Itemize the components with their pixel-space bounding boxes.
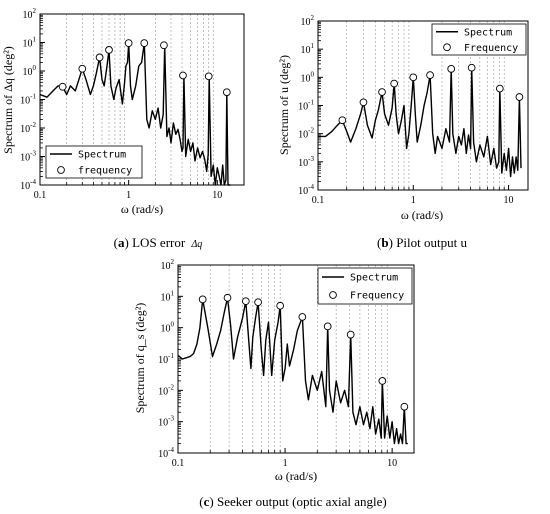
y-axis-label: Spectrum of q_s (deg²) — [133, 303, 147, 414]
x-tick-label: 0.1 — [172, 458, 185, 469]
y-tick-label: 101 — [301, 42, 315, 56]
y-tick-label: 10-2 — [298, 127, 314, 141]
x-axis-label: ω (rad/s) — [401, 208, 443, 222]
frequency-marker — [140, 39, 149, 47]
y-tick-label: 10-3 — [158, 415, 174, 429]
caption-a-symbol: Δq — [190, 239, 202, 250]
legend-label: Spectrum — [350, 273, 398, 284]
frequency-marker — [78, 64, 87, 73]
legend-marker-swatch — [57, 166, 65, 174]
legend-label: Frequency — [464, 43, 518, 54]
caption-b-text: Pilot output u — [396, 235, 467, 250]
caption-a-letter: a — [118, 235, 125, 250]
y-tick-label: 102 — [23, 7, 37, 21]
frequency-marker — [254, 298, 262, 307]
y-tick-label: 100 — [161, 321, 175, 335]
x-tick-label: 10 — [387, 458, 397, 469]
frequency-marker — [400, 402, 409, 411]
frequency-marker — [515, 93, 524, 101]
x-tick-label: 1 — [283, 458, 288, 469]
frequency-marker — [426, 71, 434, 79]
frequency-marker — [409, 73, 418, 82]
y-tick-label: 102 — [161, 258, 175, 272]
legend-label: Spectrum — [464, 27, 512, 38]
y-tick-label: 101 — [161, 289, 175, 303]
y-tick-label: 101 — [23, 36, 37, 50]
frequency-marker — [378, 377, 387, 385]
caption-c: (c) Seeker output (optic axial angle) — [199, 494, 386, 509]
caption-a: (a) LOS error Δq — [114, 235, 203, 250]
caption-a-text: LOS error — [132, 235, 188, 250]
frequency-marker — [447, 65, 456, 73]
x-axis-label: ω (rad/s) — [121, 202, 163, 216]
legend-box — [45, 145, 143, 179]
frequency-marker — [276, 301, 285, 310]
y-tick-label: 102 — [301, 14, 315, 28]
y-tick-label: 100 — [301, 70, 315, 84]
legend-label: Frequency — [350, 291, 404, 302]
spectrum-line — [177, 297, 408, 445]
frequency-marker — [378, 88, 386, 96]
y-tick-label: 10-1 — [158, 352, 174, 366]
y-tick-label: 10-4 — [20, 178, 36, 192]
y-axis-label: Spectrum of u (deg²) — [277, 55, 291, 155]
legend-label: frequency — [78, 166, 132, 177]
x-tick-label: 10 — [504, 195, 514, 206]
frequency-marker — [160, 41, 168, 50]
frequency-marker — [95, 53, 104, 62]
legend-marker-swatch — [329, 291, 337, 299]
legend-marker-swatch — [443, 43, 451, 52]
frequency-marker — [204, 72, 213, 81]
frequency-marker — [124, 39, 133, 47]
chart-panel-c: 0.1 1 10 10-4 10-3 10-2 10-1 100 101 102 Spectrum F… — [133, 258, 415, 483]
legend-label: Spectrum — [78, 150, 126, 161]
y-tick-label: 10-1 — [20, 93, 36, 107]
frequency-marker — [390, 79, 399, 88]
frequency-marker — [241, 297, 250, 306]
x-tick-label: 0.1 — [34, 190, 47, 201]
frequency-marker — [346, 330, 355, 339]
frequency-marker — [222, 88, 231, 97]
caption-c-text: Seeker output (optic axial angle) — [217, 494, 387, 509]
x-tick-label: 1 — [411, 195, 416, 206]
spectrum-line — [39, 42, 231, 186]
y-tick-label: 10-2 — [20, 121, 36, 135]
y-tick-label: 10-3 — [20, 150, 36, 164]
y-tick-label: 100 — [23, 64, 37, 78]
y-axis-label: Spectrum of Δq (deg²) — [1, 46, 15, 154]
frequency-marker — [179, 71, 187, 80]
frequency-marker — [338, 116, 347, 125]
frequency-marker — [495, 84, 504, 93]
x-tick-label: 0.1 — [312, 195, 325, 206]
frequency-marker — [198, 295, 207, 304]
frequency-marker — [359, 98, 368, 107]
x-axis-label: ω (rad/s) — [275, 469, 317, 483]
frequency-marker — [223, 293, 232, 302]
chart-panel-b: 0.1 1 10 10-4 10-3 10-2 10-1 100 101 102 Spectrum F… — [277, 14, 529, 222]
frequency-marker — [323, 322, 332, 331]
frequency-marker — [467, 63, 476, 72]
x-tick-label: 1 — [126, 190, 131, 201]
y-tick-label: 10-2 — [158, 383, 174, 397]
x-tick-label: 10 — [212, 190, 222, 201]
frequency-marker — [298, 313, 307, 321]
caption-b-letter: b — [381, 235, 388, 250]
caption-c-letter: c — [204, 494, 210, 509]
frequency-marker — [58, 82, 67, 91]
caption-b: (b) Pilot output u — [377, 235, 467, 250]
spectrum-line — [318, 66, 522, 178]
y-tick-label: 10-1 — [298, 99, 314, 113]
y-tick-label: 10-4 — [298, 183, 314, 197]
y-tick-label: 10-4 — [158, 446, 174, 460]
chart-panel-a: 0.1 1 10 10-4 10-3 10-2 10-1 100 101 102 Spectrum f… — [1, 7, 245, 216]
frequency-marker — [105, 46, 113, 54]
y-tick-label: 10-3 — [298, 155, 314, 169]
